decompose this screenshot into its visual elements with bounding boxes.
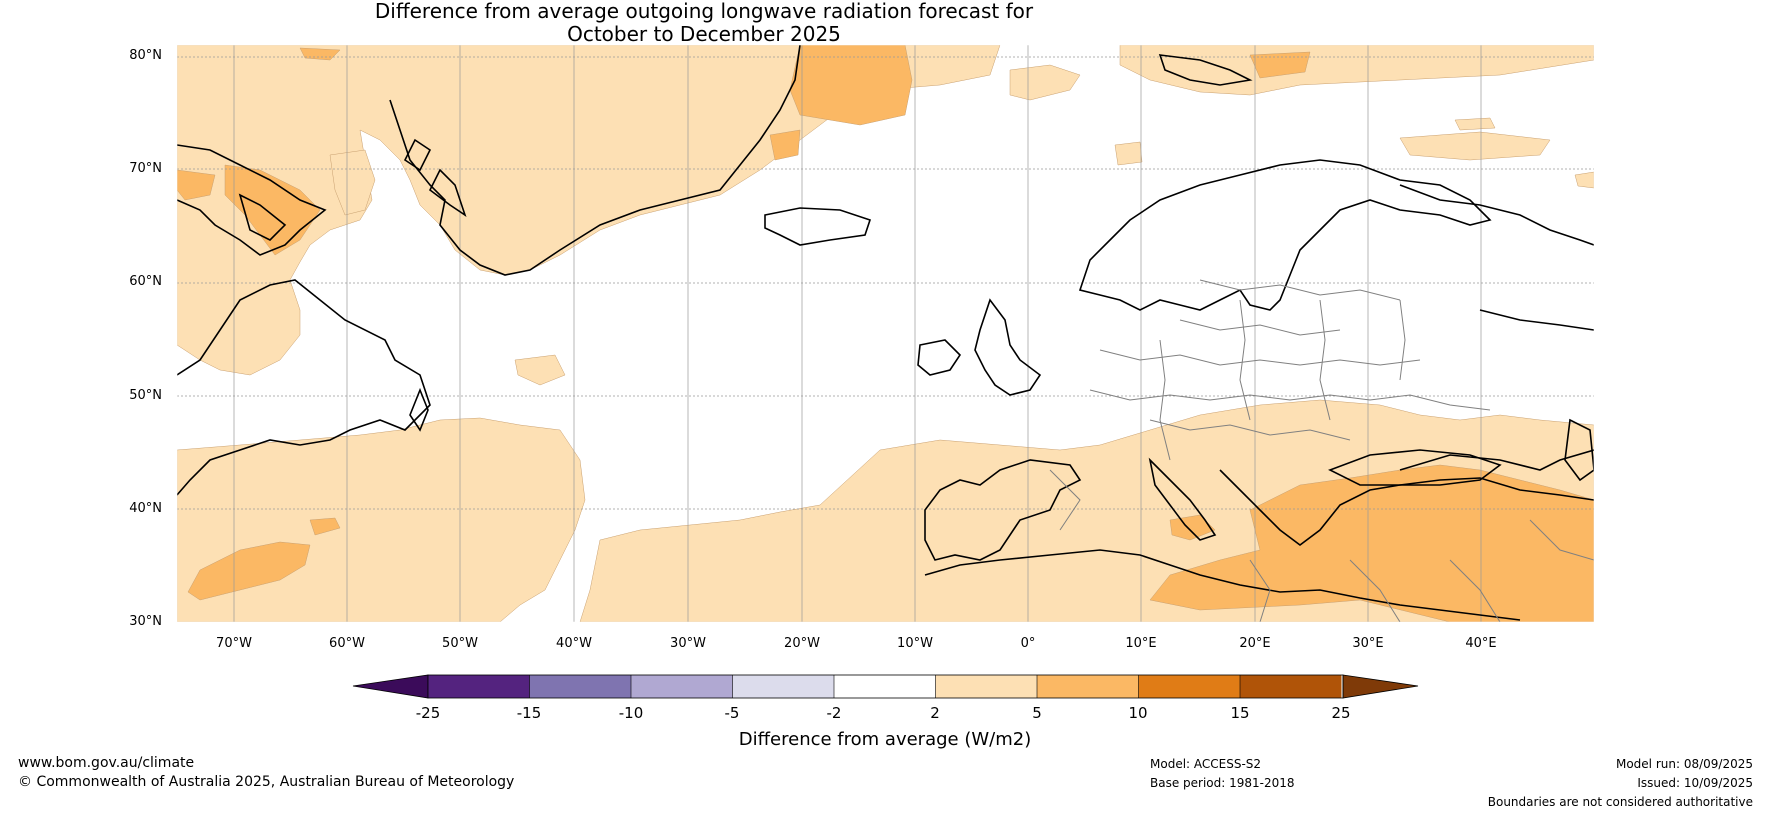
colorbar-bin-1 bbox=[428, 675, 530, 698]
lon-label-30w: 30°W bbox=[670, 636, 706, 651]
copyright-text: © Commonwealth of Australia 2025, Austra… bbox=[18, 774, 515, 790]
anomaly-region-east-greenland bbox=[789, 45, 913, 126]
disclaimer-text: Boundaries are not considered authoritat… bbox=[1487, 795, 1753, 809]
anomaly-region-subtropical-atlantic bbox=[187, 541, 311, 601]
colorbar-tick: -5 bbox=[724, 704, 740, 722]
colorbar-tick: -15 bbox=[516, 704, 542, 722]
lon-label-10w: 10°W bbox=[897, 636, 933, 651]
coastlines bbox=[177, 45, 1594, 621]
colorbar-label: Difference from average (W/m2) bbox=[738, 729, 1032, 750]
model-text: Model: ACCESS-S2 bbox=[1150, 757, 1262, 771]
colorbar-bin-6 bbox=[935, 675, 1037, 698]
lat-label-80n: 80°N bbox=[129, 48, 162, 63]
lon-label-40w: 40°W bbox=[556, 636, 592, 651]
model-run-text: Model run: 08/09/2025 bbox=[1615, 757, 1753, 771]
colorbar-extend-low bbox=[352, 674, 429, 699]
lat-label-30n: 30°N bbox=[129, 614, 162, 629]
title-line-2: October to December 2025 bbox=[567, 22, 841, 46]
lon-label-70w: 70°W bbox=[216, 636, 252, 651]
lon-label-20e: 20°E bbox=[1239, 636, 1271, 651]
colorbar-extend-high bbox=[1342, 674, 1419, 699]
colorbar-bin-7 bbox=[1037, 675, 1139, 698]
colorbar-tick: 25 bbox=[1331, 704, 1351, 722]
lat-label-70n: 70°N bbox=[129, 161, 162, 176]
lon-label-30e: 30°E bbox=[1352, 636, 1384, 651]
colorbar-tick: -10 bbox=[618, 704, 644, 722]
colorbar-tick: 2 bbox=[930, 704, 940, 722]
colorbar bbox=[352, 674, 1419, 699]
lon-label-0: 0° bbox=[1020, 636, 1036, 651]
title-line-1: Difference from average outgoing longwav… bbox=[374, 0, 1034, 23]
borders bbox=[1049, 279, 1594, 622]
lon-label-10e: 10°E bbox=[1125, 636, 1157, 651]
colorbar-bin-2 bbox=[529, 675, 631, 698]
lat-label-50n: 50°N bbox=[129, 388, 162, 403]
lat-label-60n: 60°N bbox=[129, 274, 162, 289]
lon-label-40e: 40°E bbox=[1465, 636, 1497, 651]
map-title: Difference from average outgoing longwav… bbox=[0, 0, 1408, 46]
anomaly-region-western-atlantic bbox=[177, 417, 586, 622]
lat-label-40n: 40°N bbox=[129, 501, 162, 516]
colorbar-tick: -2 bbox=[826, 704, 842, 722]
colorbar-bin-9 bbox=[1240, 675, 1342, 698]
colorbar-bin-8 bbox=[1138, 675, 1240, 698]
colorbar-bin-5 bbox=[834, 675, 936, 698]
colorbar-tick: -25 bbox=[415, 704, 441, 722]
lon-label-50w: 50°W bbox=[442, 636, 478, 651]
lon-label-20w: 20°W bbox=[784, 636, 820, 651]
website-link[interactable]: www.bom.gov.au/climate bbox=[18, 755, 195, 771]
colorbar-tick: 15 bbox=[1230, 704, 1250, 722]
map-fill-layer bbox=[177, 45, 1594, 622]
graticule bbox=[177, 45, 1594, 622]
issued-text: Issued: 10/09/2025 bbox=[1637, 776, 1753, 790]
colorbar-bin-4 bbox=[732, 675, 834, 698]
colorbar-tick: 5 bbox=[1032, 704, 1042, 722]
lon-label-60w: 60°W bbox=[329, 636, 365, 651]
anomaly-region-baffin bbox=[224, 164, 321, 256]
colorbar-tick: 10 bbox=[1128, 704, 1148, 722]
base-period-text: Base period: 1981-2018 bbox=[1150, 776, 1295, 790]
colorbar-bin-3 bbox=[631, 675, 733, 698]
